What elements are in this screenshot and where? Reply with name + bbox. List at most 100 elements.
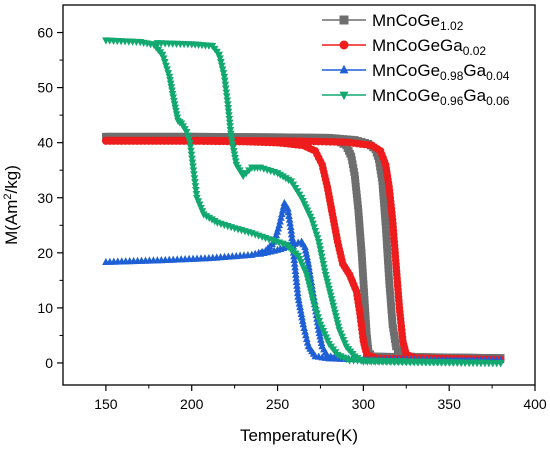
series-2-point-0-81 <box>293 288 302 297</box>
series-0-point-1-97 <box>383 241 391 249</box>
series-2-point-0-50 <box>275 220 284 229</box>
series-0-point-1-51 <box>301 133 310 142</box>
series-3-point-0-47 <box>187 151 196 159</box>
series-2 <box>102 198 505 364</box>
series-2-point-0-83 <box>294 295 303 304</box>
series-0-point-0-110 <box>362 315 370 324</box>
series-0-point-0-105 <box>360 296 369 304</box>
series-0-point-1-54 <box>313 133 321 142</box>
series-0-point-1-7 <box>129 132 138 141</box>
series-3-point-0-20 <box>162 62 170 70</box>
legend-marker-2 <box>339 64 349 74</box>
legend-label-2: MnCoGe0.98Ga0.04 <box>372 61 510 83</box>
series-2-point-0-84 <box>295 299 304 307</box>
series-0-point-0-112 <box>362 323 371 332</box>
series-3-point-0-48 <box>188 155 196 163</box>
series-2-point-0-80 <box>293 285 302 293</box>
series-2-point-0-75 <box>291 266 300 275</box>
series-3-point-1-33 <box>224 108 233 116</box>
series-2-point-0-62 <box>286 219 294 227</box>
series-0-point-1-31 <box>223 133 231 141</box>
series-0-point-0-104 <box>360 292 369 300</box>
series-3-point-0-17 <box>158 51 167 59</box>
series-0-point-1-0 <box>102 132 110 141</box>
legend-label-1: MnCoGeGa0.02 <box>372 36 486 58</box>
series-0-point-1-42 <box>265 133 274 141</box>
series-3-point-1-35 <box>225 115 234 124</box>
series-0-point-1-38 <box>250 133 258 141</box>
series-2-point-0-72 <box>290 255 299 264</box>
series-3-point-0-46 <box>187 147 195 155</box>
series-0-point-0-103 <box>360 288 368 296</box>
series-2-point-0-61 <box>285 215 294 223</box>
series-0-point-1-48 <box>289 133 298 142</box>
series-0-point-1-46 <box>281 133 290 142</box>
series-0-point-1-99 <box>383 249 392 257</box>
series-0-point-1-33 <box>230 133 239 141</box>
series-3-point-1-32 <box>224 104 232 113</box>
series-0-point-1-45 <box>277 133 286 142</box>
series-0-point-1-52 <box>305 133 314 142</box>
series-0-point-1-55 <box>317 133 325 142</box>
series-0-point-0-95 <box>358 256 366 265</box>
series-0-point-1-18 <box>172 132 180 141</box>
x-tick-label-0: 150 <box>94 396 118 412</box>
series-2-point-0-88 <box>298 313 306 321</box>
series-0-point-1-39 <box>254 133 262 141</box>
series-2-point-0-87 <box>297 309 306 317</box>
series-3-point-0-54 <box>191 179 199 187</box>
series-0-point-1-44 <box>273 133 282 141</box>
series-3-point-0-44 <box>186 139 194 148</box>
series-0-point-0-69 <box>348 160 357 168</box>
x-axis-label: Temperature(K) <box>240 426 358 445</box>
series-0-point-0-102 <box>360 284 368 293</box>
series-0-point-1-5 <box>121 132 130 141</box>
series-3-point-1-86 <box>314 238 323 247</box>
series-0-point-1-93 <box>382 225 390 234</box>
series-3-point-1-88 <box>316 246 325 254</box>
series-0-point-1-30 <box>219 133 227 141</box>
series-0-point-1-23 <box>191 132 200 141</box>
series-2-point-0-92 <box>301 327 309 335</box>
series-0-point-1-40 <box>258 133 266 141</box>
series-0-point-1-14 <box>156 132 165 141</box>
series-0-point-1-101 <box>384 256 392 265</box>
series-3-point-1-25 <box>221 77 229 85</box>
series-0-point-1-24 <box>195 132 204 141</box>
series-2-point-0-63 <box>286 222 295 230</box>
series-3-point-0-18 <box>159 55 168 63</box>
legend-marker-3 <box>339 91 349 101</box>
series-3-point-1-34 <box>225 112 233 120</box>
y-tick-label-0: 0 <box>45 355 53 371</box>
series-0-point-0-71 <box>350 168 358 176</box>
series-0-point-0-67 <box>347 152 356 161</box>
series-3-point-1-81 <box>309 220 317 228</box>
series-3-point-1-37 <box>226 123 234 131</box>
y-tick-label-1: 10 <box>37 300 53 316</box>
series-0-point-1-92 <box>381 221 390 230</box>
series-0-point-1-29 <box>215 132 223 141</box>
series-3-point-0-111 <box>314 314 322 322</box>
series-2-point-0-79 <box>293 281 301 289</box>
series-3-point-1-93 <box>320 264 328 272</box>
series-0-point-0-101 <box>359 280 368 289</box>
series-2-point-0-60 <box>285 211 293 219</box>
series-2-point-0-90 <box>299 320 308 328</box>
series-0-point-0-99 <box>359 272 367 281</box>
series-0-point-1-95 <box>382 233 391 241</box>
series-3-point-1-29 <box>222 93 231 101</box>
series-0-point-1-1 <box>106 132 114 141</box>
series-0-point-1-47 <box>285 133 294 142</box>
series-3-point-1-158 <box>496 360 505 368</box>
series-2-point-0-95 <box>303 338 312 346</box>
series-3-point-1-36 <box>225 119 234 127</box>
legend-label-3-base: MnCoGe <box>372 86 440 105</box>
series-3-point-1-24 <box>220 73 229 81</box>
series-0-point-1-20 <box>180 132 188 141</box>
series-2-point-0-77 <box>292 274 301 282</box>
series-0-point-1-56 <box>321 133 329 142</box>
series-3-point-0-109 <box>312 306 320 315</box>
series-3-point-0-112 <box>315 317 324 326</box>
series-3-point-1-21 <box>217 62 226 70</box>
series-2-point-0-85 <box>296 302 304 311</box>
